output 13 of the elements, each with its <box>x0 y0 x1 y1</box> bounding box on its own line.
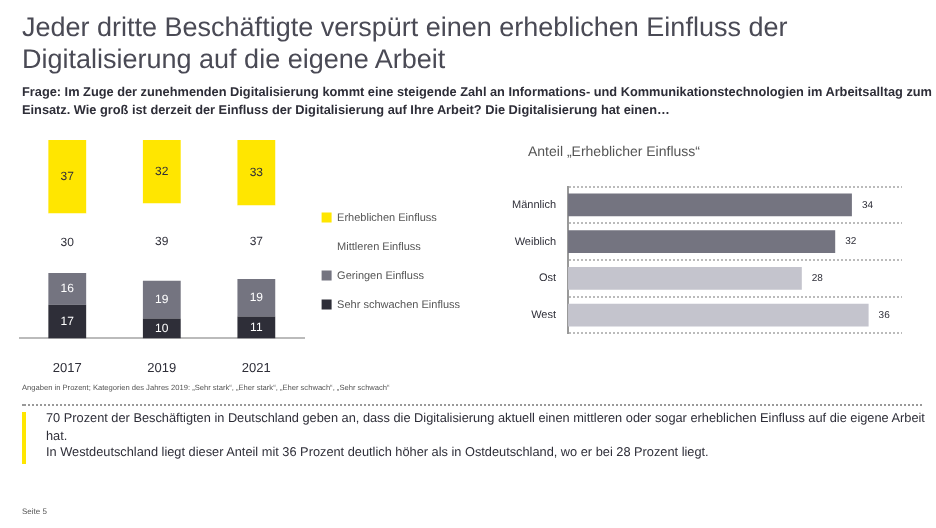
bar <box>48 140 87 214</box>
bar <box>568 303 869 327</box>
text: Jeder dritte Beschäftigte verspürt einen erheblichen Einfluss der Digitalisierung auf die eigene Arbeit <box>22 12 790 76</box>
bar <box>237 316 276 339</box>
bar <box>568 230 836 254</box>
bar <box>48 304 87 339</box>
bar <box>237 140 276 206</box>
bar <box>142 280 181 319</box>
bar <box>237 278 276 317</box>
bar <box>568 193 852 217</box>
bar <box>568 266 802 290</box>
bar <box>48 272 87 305</box>
bar <box>142 140 181 204</box>
